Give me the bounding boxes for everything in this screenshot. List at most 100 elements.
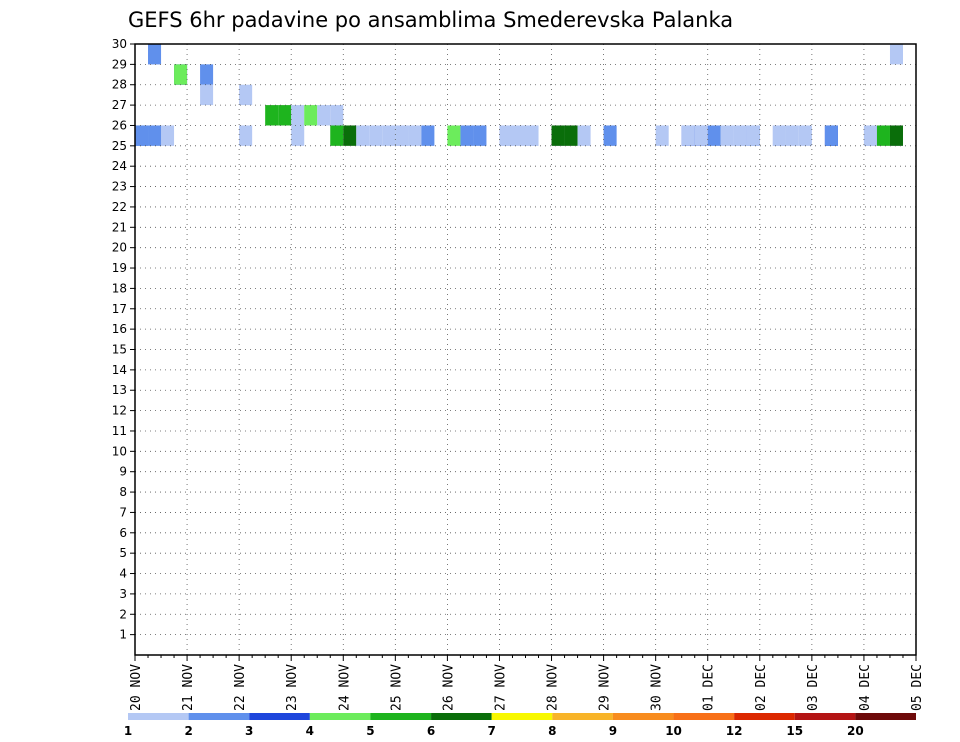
heatmap-cell [733,125,747,146]
y-tick-label: 12 [112,404,127,418]
heatmap-cell [772,125,786,146]
x-tick-label: 01 DEC [702,664,717,711]
y-tick-label: 27 [112,98,127,112]
heatmap-cell [460,125,474,146]
y-tick-label: 16 [112,322,127,336]
heatmap-cell [278,105,292,126]
y-tick-label: 6 [119,526,127,540]
heatmap-cell [525,125,539,146]
heatmap-cell [720,125,734,146]
x-tick-label: 22 NOV [233,664,248,711]
heatmap-cell [681,125,695,146]
x-tick-label: 25 NOV [389,664,404,711]
legend-swatch [612,713,674,720]
legend-swatch [370,713,432,720]
cells-layer [135,44,903,146]
heatmap-cell [824,125,838,146]
heatmap-cell [694,125,708,146]
x-tick-label: 27 NOV [493,664,508,711]
y-tick-label: 11 [112,424,127,438]
y-tick-label: 15 [112,343,127,357]
heatmap-cell [239,125,253,146]
heatmap-cell [200,84,214,106]
heatmap-cell [161,125,175,146]
heatmap-cell [551,125,565,146]
heatmap-cell [603,125,617,146]
legend-swatch [794,713,856,720]
x-tick-label: 04 DEC [858,664,873,711]
x-tick-label: 05 DEC [910,664,925,711]
x-tick-label: 03 DEC [806,664,821,711]
chart-title: GEFS 6hr padavine po ansamblima Smederev… [128,8,733,32]
heatmap-cell [746,125,760,146]
legend-swatch [552,713,613,720]
x-tick-label: 24 NOV [337,664,352,711]
x-tick-label: 02 DEC [754,664,769,711]
y-tick-label: 17 [112,302,127,316]
x-tick-label: 29 NOV [598,664,613,711]
legend-label: 1 [124,724,132,738]
x-axis: 20 NOV 21 NOV 22 NOV 23 NOV 24 NOV 25 NOV 26 N… [129,655,925,711]
heatmap-cell [863,125,877,146]
heatmap-cell [317,105,331,126]
y-tick-label: 20 [112,241,127,255]
heatmap-cell [135,125,149,146]
legend-label: 5 [366,724,374,738]
heatmap-cell [291,105,305,126]
heatmap-cell [239,84,253,106]
heatmap-cell [148,125,162,146]
y-tick-label: 26 [112,118,127,132]
heatmap-cell [265,105,279,126]
x-tick-label: 28 NOV [546,664,561,711]
y-tick-label: 24 [112,159,127,173]
heatmap-cell [330,125,344,146]
heatmap-cell [356,125,370,146]
heatmap-cell [564,125,578,146]
x-tick-label: 20 NOV [129,664,144,711]
heatmap-cell [395,125,409,146]
heatmap-cell [512,125,526,146]
legend-label: 20 [847,724,864,738]
legend-swatch [734,713,795,720]
y-tick-label: 9 [119,465,127,479]
legend-label: 7 [488,724,496,738]
heatmap-cell [499,125,513,146]
legend-label: 15 [786,724,803,738]
legend-label: 6 [427,724,435,738]
legend-swatch [431,713,492,720]
legend-label: 10 [665,724,682,738]
y-tick-label: 1 [119,628,127,642]
heatmap-cell [447,125,461,146]
y-tick-label: 21 [112,220,127,234]
heatmap-cell [382,125,396,146]
legend: 1 2 3 4 5 6 7 8 9 10 12 15 20 [124,713,916,738]
y-tick-label: 8 [119,485,127,499]
heatmap-cell [304,105,318,126]
legend-label: 8 [548,724,556,738]
y-tick-label: 30 [112,37,127,51]
legend-swatch [128,713,189,720]
legend-swatch [309,713,371,720]
heatmap-cell [200,64,214,85]
y-tick-label: 22 [112,200,127,214]
legend-label: 9 [609,724,617,738]
heatmap-cell [343,125,357,146]
heatmap-cell [473,125,487,146]
legend-swatch [673,713,735,720]
y-tick-label: 3 [119,587,127,601]
y-tick-label: 7 [119,505,127,519]
y-tick-label: 10 [112,444,127,458]
y-tick-label: 2 [119,607,127,621]
heatmap-cell [408,125,422,146]
heatmap-cell [148,44,162,65]
y-tick-label: 19 [112,261,127,275]
heatmap-cell [577,125,591,146]
heatmap-cell [655,125,669,146]
heatmap-cell [707,125,721,146]
heatmap-cell [174,64,188,85]
heatmap-cell [330,105,344,126]
y-axis: 1234567891011121314151617181920212223242… [112,37,135,642]
x-tick-label: 30 NOV [650,664,665,711]
heatmap-cell [876,125,890,146]
